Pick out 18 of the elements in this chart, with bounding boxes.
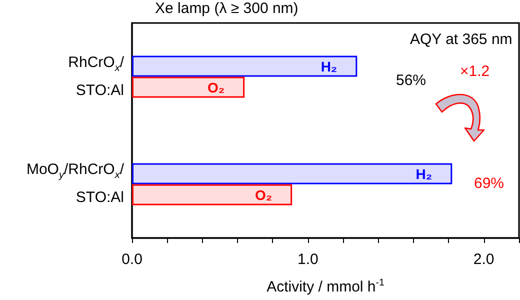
series-label: O₂ xyxy=(207,79,225,96)
text: O₂ xyxy=(254,186,272,203)
y-tick-label: RhCrO$_{x}$/ STO:Al xyxy=(68,52,124,101)
annotation: ×1.2 xyxy=(460,63,490,80)
series-label: H₂ xyxy=(320,58,338,74)
x-tick-label: 2.0 xyxy=(473,251,494,268)
bar xyxy=(132,76,245,98)
x-tick-label: 0.0 xyxy=(122,251,142,268)
annotation: 69% xyxy=(474,175,504,192)
chart-title: Xe lamp (λ ≥ 300 nm) xyxy=(155,0,298,17)
bar xyxy=(132,56,358,77)
bar xyxy=(132,163,452,184)
annotation: 56% xyxy=(396,72,426,89)
text: H₂ xyxy=(416,166,432,182)
bar xyxy=(132,184,292,206)
x-tick-label: 1.0 xyxy=(297,251,318,268)
annotation: AQY at 365 nm xyxy=(410,31,512,48)
y-tick-label: MoO$_{y}$/RhCrO$_{x}$/ STO:Al xyxy=(26,160,124,208)
